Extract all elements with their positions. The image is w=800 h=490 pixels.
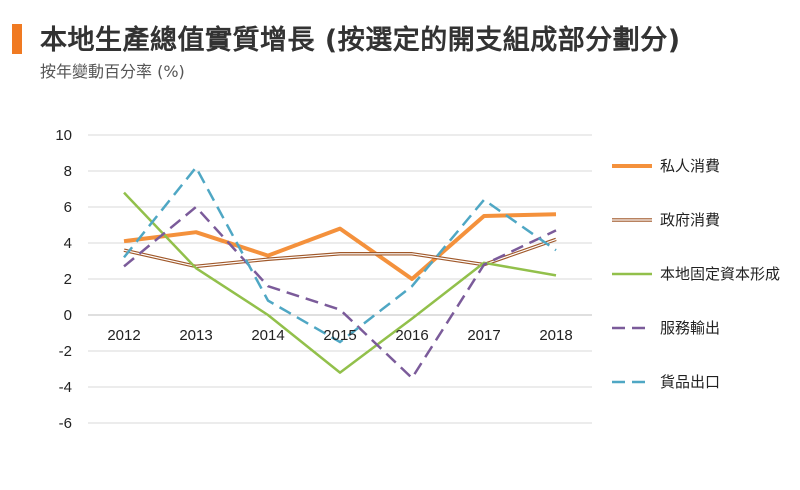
legend-label: 私人消費 bbox=[660, 157, 720, 175]
series-4 bbox=[123, 205, 557, 380]
title-accent-bar bbox=[12, 24, 22, 54]
y-tick-label: 2 bbox=[64, 271, 72, 288]
legend-label: 服務輸出 bbox=[660, 319, 720, 337]
y-tick-label: 6 bbox=[64, 199, 72, 216]
grid-lines bbox=[88, 134, 592, 424]
legend-item: 本地固定資本形成 bbox=[612, 265, 780, 283]
y-tick-label: 10 bbox=[55, 127, 72, 144]
legend-label: 本地固定資本形成 bbox=[660, 265, 780, 283]
legend-item: 私人消費 bbox=[612, 157, 720, 175]
chart-title: 本地生產總值實質增長 (按選定的開支組成部分劃分) bbox=[40, 25, 681, 56]
series-line bbox=[123, 212, 557, 281]
x-tick-label: 2013 bbox=[179, 327, 212, 344]
chart-subtitle: 按年變動百分率 (%) bbox=[40, 62, 185, 81]
x-tick-label: 2012 bbox=[107, 327, 140, 344]
x-tick-label: 2018 bbox=[539, 327, 572, 344]
x-tick-label: 2014 bbox=[251, 327, 284, 344]
legend-item: 貨品出口 bbox=[612, 373, 720, 391]
legend-item: 服務輸出 bbox=[612, 319, 720, 337]
series-line bbox=[123, 191, 557, 374]
series-3 bbox=[123, 191, 557, 374]
x-axis-ticks: 2012 2013 2014 2015 2016 2017 2018 bbox=[107, 327, 572, 344]
y-axis-ticks: 10 8 6 4 2 0 -2 -4 -6 bbox=[55, 127, 72, 432]
legend-label: 貨品出口 bbox=[660, 373, 720, 391]
y-tick-label: 8 bbox=[64, 163, 72, 180]
legend-item: 政府消費 bbox=[612, 211, 720, 229]
y-tick-label: 0 bbox=[64, 307, 72, 324]
y-tick-label: 4 bbox=[64, 235, 72, 252]
x-tick-label: 2015 bbox=[323, 327, 356, 344]
y-tick-label: -4 bbox=[59, 379, 72, 396]
series-lines bbox=[123, 165, 557, 380]
x-tick-label: 2017 bbox=[467, 327, 500, 344]
legend-label: 政府消費 bbox=[660, 211, 720, 229]
y-tick-label: -2 bbox=[59, 343, 72, 360]
series-5 bbox=[123, 165, 557, 344]
y-tick-label: -6 bbox=[59, 415, 72, 432]
x-tick-label: 2016 bbox=[395, 327, 428, 344]
series-1 bbox=[123, 212, 557, 281]
